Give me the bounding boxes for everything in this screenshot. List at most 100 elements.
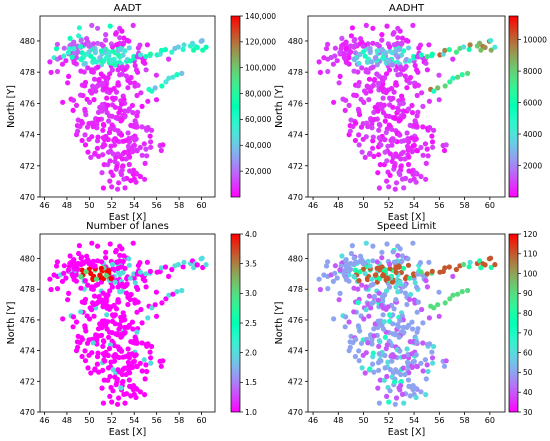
data-point	[149, 343, 155, 350]
data-point	[120, 41, 126, 47]
data-point	[170, 291, 176, 297]
data-point	[381, 162, 387, 168]
data-point	[70, 107, 76, 113]
data-point	[78, 285, 84, 291]
data-point	[409, 102, 415, 109]
data-point	[393, 395, 400, 401]
data-point	[358, 340, 365, 346]
data-point	[377, 122, 383, 128]
data-point	[107, 241, 113, 247]
data-point	[65, 50, 71, 56]
data-point	[95, 281, 101, 287]
data-point	[100, 351, 106, 357]
data-point	[71, 276, 77, 282]
data-point	[120, 258, 126, 265]
data-point	[404, 85, 410, 91]
data-point	[429, 51, 435, 57]
data-point	[87, 316, 93, 322]
y-tick-label: 474	[20, 131, 35, 140]
data-point	[387, 48, 393, 54]
data-point	[399, 391, 406, 397]
data-point	[105, 137, 111, 143]
data-point	[117, 72, 123, 78]
data-point	[376, 400, 382, 406]
y-axis-label: North [Y]	[274, 85, 285, 128]
data-point	[395, 35, 401, 41]
data-point	[162, 47, 169, 53]
data-point	[352, 267, 358, 273]
data-point	[441, 363, 448, 369]
data-point	[133, 394, 139, 401]
data-point	[130, 22, 136, 28]
data-point	[369, 300, 375, 307]
data-point	[98, 48, 104, 54]
x-tick-label: 46	[39, 416, 49, 425]
panel-title: Number of lanes	[86, 221, 169, 232]
data-point	[418, 269, 424, 275]
data-point	[70, 324, 76, 330]
data-point	[132, 280, 138, 286]
data-point	[106, 118, 112, 124]
data-point	[54, 286, 61, 292]
data-point	[138, 306, 144, 313]
data-point	[117, 35, 123, 41]
data-point	[111, 353, 117, 359]
data-point	[96, 333, 102, 339]
data-point	[377, 162, 383, 168]
data-point	[395, 324, 402, 330]
data-point	[412, 62, 418, 69]
data-point	[88, 270, 94, 277]
data-point	[450, 273, 456, 279]
data-point	[415, 299, 421, 305]
data-point	[87, 99, 93, 105]
data-point	[118, 118, 124, 124]
colorbar-tick-label: 8000	[523, 67, 542, 76]
data-point	[153, 313, 160, 319]
data-point	[175, 261, 181, 268]
data-point	[488, 255, 494, 261]
data-point	[104, 326, 110, 332]
data-point	[351, 92, 357, 98]
data-point	[450, 75, 456, 81]
data-point	[137, 360, 143, 366]
data-point	[396, 385, 402, 391]
data-point	[453, 266, 459, 273]
data-point	[337, 73, 343, 79]
data-point	[126, 262, 132, 268]
data-point	[426, 315, 432, 321]
panel-1: AADT 46 48 50 52 54 56 58 60 470 472 474 476 478 480 Ea…	[6, 3, 276, 223]
x-tick-label: 46	[308, 201, 318, 210]
x-tick-label: 60	[196, 416, 206, 425]
data-point	[396, 169, 402, 176]
data-point	[381, 102, 387, 108]
x-tick-label: 46	[39, 201, 49, 210]
x-axis-label: East [X]	[388, 212, 425, 223]
data-point	[389, 126, 395, 132]
data-point	[414, 363, 420, 370]
data-point	[405, 161, 412, 168]
data-point	[351, 56, 357, 62]
data-point	[69, 271, 75, 278]
data-point	[389, 279, 396, 285]
data-point	[346, 319, 352, 325]
plot-frame	[307, 233, 506, 413]
data-point	[407, 275, 413, 281]
data-point	[423, 278, 429, 284]
x-tick-label: 54	[129, 416, 139, 425]
colorbar-tick-label: 2000	[523, 161, 542, 170]
data-point	[109, 284, 115, 290]
data-point	[108, 275, 114, 282]
data-point	[109, 44, 116, 50]
data-point	[370, 134, 376, 140]
data-point	[342, 107, 348, 113]
data-point	[382, 365, 388, 371]
data-point	[337, 267, 343, 273]
data-point	[396, 264, 402, 270]
data-point	[424, 271, 430, 277]
data-point	[384, 241, 390, 247]
data-point	[343, 263, 349, 269]
data-point	[426, 259, 432, 265]
data-point	[359, 65, 365, 71]
data-point	[166, 292, 172, 298]
data-point	[110, 151, 116, 157]
